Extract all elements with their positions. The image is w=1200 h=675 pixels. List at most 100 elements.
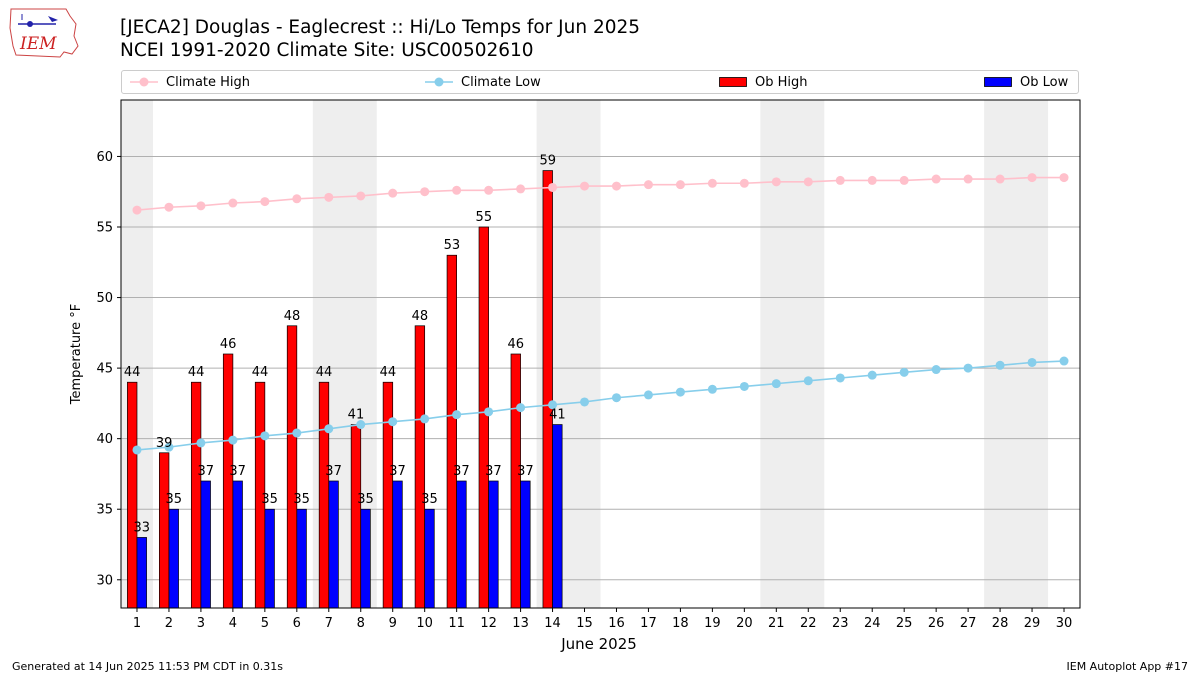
climate-high-point: [484, 185, 494, 195]
climate-low-point: [388, 417, 398, 427]
ob-low-label: 35: [261, 492, 278, 507]
climate-low-point: [835, 373, 845, 383]
x-tick-label: 16: [608, 616, 625, 631]
climate-high-point: [835, 175, 845, 185]
climate-low-point: [963, 363, 973, 373]
climate-high-point: [803, 177, 813, 187]
ob-high-bar: [127, 381, 138, 609]
ob-low-label: 37: [229, 464, 246, 479]
climate-low-point: [931, 365, 941, 375]
climate-low-point: [260, 431, 270, 441]
climate-low-point: [995, 360, 1005, 370]
ob-low-label: 35: [421, 492, 438, 507]
climate-low-point: [228, 435, 238, 445]
ob-low-bar: [168, 508, 179, 609]
legend-item-ob-low: Ob Low: [984, 71, 1068, 93]
ob-high-label: 53: [444, 238, 461, 253]
x-tick-label: 3: [197, 616, 205, 631]
ob-low-label: 33: [134, 520, 151, 535]
ob-low-label: 37: [389, 464, 406, 479]
climate-high-point: [260, 197, 270, 207]
ob-high-bar: [318, 381, 330, 609]
y-tick-label: 55: [96, 221, 113, 236]
climate-low-point: [1027, 357, 1037, 367]
ob-low-label: 35: [293, 492, 310, 507]
y-tick-label: 50: [96, 291, 113, 306]
line-series: [132, 173, 1069, 455]
climate-low-point: [132, 445, 142, 455]
weekend-shading: [121, 100, 1049, 608]
legend-item-climate-low: Climate Low: [425, 71, 541, 93]
climate-high-point: [675, 180, 685, 190]
climate-high-point: [452, 185, 462, 195]
climate-low-point: [803, 376, 813, 386]
climate-high-point: [164, 202, 174, 212]
climate-high-point: [516, 184, 526, 194]
ob-high-label: 44: [316, 365, 333, 380]
x-tick-label: 30: [1056, 616, 1073, 631]
legend-label-climate-high: Climate High: [166, 74, 251, 90]
ob-low-bar: [456, 480, 467, 609]
x-tick-label: 11: [448, 616, 465, 631]
x-tick-label: 13: [512, 616, 529, 631]
ob-high-label: 44: [380, 365, 397, 380]
x-tick-label: 1: [133, 616, 141, 631]
ob-low-label: 37: [485, 464, 502, 479]
chart-legend: Climate High Climate Low Ob High Ob Low: [121, 70, 1079, 94]
legend-label-ob-high: Ob High: [755, 74, 808, 90]
climate-low-point: [420, 414, 430, 424]
data-labels: 44 39 44 46 44 48 44 41 44 48 53 55 46 59 33 35 37 37 35 35…: [124, 154, 566, 536]
x-tick-label: 22: [800, 616, 817, 631]
climate-low-point: [548, 400, 558, 410]
climate-high-point: [899, 175, 909, 185]
y-tick-label: 30: [96, 573, 113, 588]
x-tick-label: 17: [640, 616, 657, 631]
ob-low-label: 37: [517, 464, 534, 479]
ob-low-bar: [424, 508, 435, 609]
ob-high-label: 48: [284, 309, 301, 324]
x-tick-label: 15: [576, 616, 593, 631]
x-tick-label: 14: [544, 616, 561, 631]
climate-high-point: [548, 182, 558, 192]
ob-high-bar: [446, 254, 457, 609]
ob-low-label: 37: [197, 464, 214, 479]
y-tick-label: 35: [96, 503, 113, 518]
climate-low-point: [484, 407, 494, 417]
iem-logo: IEM: [9, 8, 79, 58]
climate-high-point: [995, 174, 1005, 184]
ob-low-label: 35: [357, 492, 374, 507]
climate-high-point: [324, 192, 334, 202]
ob-high-label: 44: [124, 365, 141, 380]
climate-low-point: [580, 397, 590, 407]
climate-high-line: [136, 176, 1065, 211]
climate-low-point: [164, 442, 174, 452]
ob-low-label: 35: [165, 492, 182, 507]
plot-frame: [120, 99, 1081, 609]
x-tick-label: 25: [896, 616, 913, 631]
climate-low-point: [292, 428, 302, 438]
x-tick-label: 7: [325, 616, 333, 631]
ob-high-bar: [510, 353, 521, 609]
climate-high-point: [356, 191, 366, 201]
svg-text:IEM: IEM: [19, 34, 57, 54]
x-tick-label: 4: [229, 616, 237, 631]
ob-low-label: 37: [325, 464, 342, 479]
x-tick-label: 23: [832, 616, 849, 631]
ob-low-bar: [328, 480, 339, 609]
ob-high-label: 46: [508, 337, 525, 352]
climate-high-point: [292, 194, 302, 204]
ob-low-bar: [360, 508, 371, 609]
ob-low-bar: [264, 508, 275, 609]
weekend-shade: [760, 100, 825, 608]
legend-swatch-ob-high: [719, 77, 747, 87]
climate-high-point: [739, 178, 749, 188]
climate-low-point: [356, 420, 366, 430]
ob-high-label: 55: [476, 210, 493, 225]
climate-low-point: [867, 370, 877, 380]
legend-label-ob-low: Ob Low: [1020, 74, 1069, 90]
ob-low-bar: [296, 508, 307, 609]
x-tick-label: 10: [416, 616, 433, 631]
climate-low-point: [324, 424, 334, 434]
